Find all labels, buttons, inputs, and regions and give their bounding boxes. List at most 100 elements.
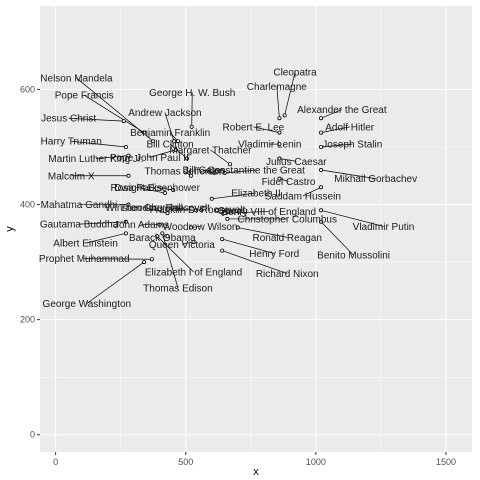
point-label: Joseph Stalin [322,140,382,151]
leader-line [321,169,376,179]
leader-line [276,86,280,119]
point-label: Elizabeth I of England [145,267,242,278]
leader-line [320,221,354,256]
data-point [165,234,170,239]
data-point [319,219,324,224]
point-label: Thomas Jefferson [145,167,225,178]
leader-line [222,250,288,274]
point-label: Winston Churchill [105,203,183,214]
data-point [155,234,160,239]
data-point [227,162,232,167]
point-label: Constantine the Great [207,166,305,177]
point-label: Prophet Muhammad [39,254,130,265]
data-point [222,170,227,175]
leader-line [169,143,188,159]
point-label: Barack Obama [129,233,196,244]
x-tick-label: 0 [53,457,58,467]
data-point [319,130,324,135]
point-label: Vladimir Putin [353,222,415,233]
point-label: Dwight Eisenhower [114,183,200,194]
point-label: Charlemagne [247,82,307,93]
data-point [121,119,126,124]
leader-line [211,192,257,200]
point-label: George Washington [43,299,132,310]
data-point [235,225,240,230]
point-label: Gautama Buddha [40,220,119,231]
leader-line [224,211,269,214]
x-tick-label: 1500 [436,457,456,467]
data-point [160,231,165,236]
point-label: Martin Luther King Jr. [48,154,143,165]
y-tick-label: 600 [20,84,35,94]
point-label: Benito Mussolini [317,251,390,262]
point-label: Saddam Hussein [265,191,341,202]
point-label: Theodore Roosevelt [120,203,210,214]
x-tick-label: 500 [178,457,193,467]
y-axis-title: y [4,226,16,232]
data-point [209,196,214,201]
point-label: Bill Clinton [146,140,193,151]
point-label: Pope John Paul II [110,153,189,164]
data-point [189,124,194,129]
point-label: John Adams [114,220,169,231]
point-label: Benjamin Franklin [130,128,210,139]
point-label: Vladimir Lenin [238,140,301,151]
point-label: Henry VIII of England [221,207,316,218]
data-point [142,260,147,265]
data-point [142,130,147,135]
leader-line [157,186,174,191]
leader-line [210,149,231,165]
data-point [277,156,282,161]
data-point [126,173,131,178]
data-point [319,116,324,121]
leader-line [321,143,353,148]
x-tick-label: 1000 [306,457,326,467]
data-point [282,113,287,118]
data-point [319,208,324,213]
point-label: Albert Einstein [53,239,117,250]
leader-line [224,169,257,174]
point-label: Malcolm X [48,171,95,182]
point-label: Margaret Thatcher [169,145,252,156]
leader-line [156,235,194,273]
data-point [222,211,227,216]
data-point [165,211,170,216]
point-label: George H. W. Bush [149,88,235,99]
leader-line [86,261,145,304]
point-label: Richard Nixon [256,269,319,280]
leader-line [68,117,124,122]
data-point [188,173,193,178]
leader-line [191,92,193,127]
data-point [157,222,162,227]
leader-line [279,158,297,162]
leader-line [164,207,197,211]
y-tick-label: 200 [20,315,35,325]
leader-line [84,94,145,133]
leader-line [237,227,288,238]
data-point [191,239,196,244]
data-point [123,144,128,149]
data-point [188,225,193,230]
data-point [173,147,178,152]
data-point [212,170,217,175]
point-label: Julius Caesar [266,157,327,168]
leader-line [222,238,275,254]
point-label: Adolf Hitler [325,122,375,133]
point-label: Mikhail Gorbachev [334,174,417,185]
x-axis-title: x [253,466,259,478]
point-label: Queen Victoria [149,240,215,251]
leader-line [320,209,384,227]
point-label: Bill Gates [183,166,226,177]
data-point [277,130,282,135]
data-point [319,168,324,173]
point-label: Mahatma Gandhi [41,200,118,211]
data-point [319,144,324,149]
leader-line [320,109,343,119]
leader-line [284,72,296,116]
data-point [199,208,204,213]
data-point [175,139,180,144]
point-label: Rosa Parks [110,183,162,194]
point-label: Robert E. Lee [223,122,285,133]
point-label: Thomas Edison [143,283,212,294]
data-point [277,142,282,147]
